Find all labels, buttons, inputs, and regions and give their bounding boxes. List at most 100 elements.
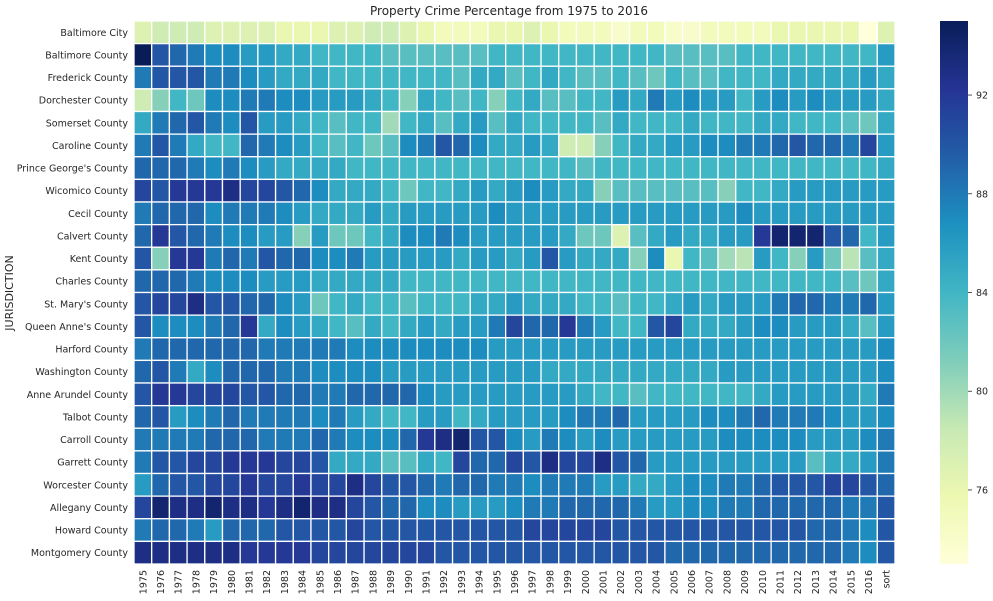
heatmap-cell-cecil-county-1998 bbox=[540, 201, 560, 226]
heatmap-cell-washington-county-1981 bbox=[239, 359, 259, 384]
heatmap-cell-st-mary-s-county-1975 bbox=[133, 291, 153, 316]
heatmap-cell-harford-county-1978 bbox=[186, 337, 206, 362]
heatmap-cell-dorchester-county-2013 bbox=[805, 88, 825, 113]
heatmap-cell-frederick-county-2000 bbox=[575, 65, 595, 90]
heatmap-cell-allegany-county-1991 bbox=[416, 495, 436, 520]
heatmap-cell-cecil-county-2009 bbox=[735, 201, 755, 226]
heatmap-cell-howard-county-1998 bbox=[540, 518, 560, 543]
heatmap-cell-wicomico-county-2009 bbox=[735, 178, 755, 203]
heatmap-cell-washington-county-2009 bbox=[735, 359, 755, 384]
heatmap-cell-charles-county-2007 bbox=[699, 269, 719, 294]
heatmap-cell-queen-anne-s-county-2007 bbox=[699, 314, 719, 339]
heatmap-cell-allegany-county-sort bbox=[876, 495, 896, 520]
heatmap-cell-kent-county-2007 bbox=[699, 246, 719, 271]
y-tick-label: Baltimore County bbox=[45, 50, 128, 61]
heatmap-cell-baltimore-county-2009 bbox=[735, 42, 755, 67]
heatmap-cell-harford-county-1991 bbox=[416, 337, 436, 362]
heatmap-cell-allegany-county-2003 bbox=[628, 495, 648, 520]
heatmap-cell-washington-county-1986 bbox=[328, 359, 348, 384]
heatmap-cell-prince-george-s-county-1989 bbox=[381, 156, 401, 181]
heatmap-cell-calvert-county-2010 bbox=[752, 223, 772, 248]
heatmap-cell-cecil-county-2002 bbox=[611, 201, 631, 226]
heatmap-cell-baltimore-county-1975 bbox=[133, 42, 153, 67]
heatmap-cell-dorchester-county-2004 bbox=[646, 88, 666, 113]
heatmap-cell-dorchester-county-2014 bbox=[823, 88, 843, 113]
heatmap-cell-washington-county-1992 bbox=[434, 359, 454, 384]
heatmap-cell-calvert-county-1987 bbox=[345, 223, 365, 248]
heatmap-cell-garrett-county-1987 bbox=[345, 450, 365, 475]
heatmap-cell-charles-county-1988 bbox=[363, 269, 383, 294]
heatmap-cell-anne-arundel-county-1990 bbox=[398, 382, 418, 407]
heatmap-cell-calvert-county-1990 bbox=[398, 223, 418, 248]
heatmap-cell-worcester-county-2008 bbox=[717, 472, 737, 497]
heatmap-cell-wicomico-county-1987 bbox=[345, 178, 365, 203]
heatmap-cell-carroll-county-1986 bbox=[328, 427, 348, 452]
heatmap-cell-anne-arundel-county-1981 bbox=[239, 382, 259, 407]
heatmap-cell-montgomery-county-2010 bbox=[752, 540, 772, 565]
heatmap-cell-talbot-county-1995 bbox=[487, 404, 507, 429]
heatmap-cell-cecil-county-2010 bbox=[752, 201, 772, 226]
heatmap-cell-washington-county-1994 bbox=[469, 359, 489, 384]
heatmap-cell-frederick-county-2013 bbox=[805, 65, 825, 90]
heatmap-cell-caroline-county-1998 bbox=[540, 133, 560, 158]
heatmap-cell-queen-anne-s-county-1975 bbox=[133, 314, 153, 339]
heatmap-cell-somerset-county-1990 bbox=[398, 110, 418, 135]
heatmap-cell-worcester-county-1993 bbox=[451, 472, 471, 497]
x-tick-label: 1990 bbox=[404, 570, 415, 594]
x-tick-label: 1998 bbox=[545, 570, 556, 594]
heatmap-cell-wicomico-county-1991 bbox=[416, 178, 436, 203]
heatmap-cell-kent-county-1985 bbox=[310, 246, 330, 271]
heatmap-cell-queen-anne-s-county-1991 bbox=[416, 314, 436, 339]
heatmap-cell-baltimore-city-2007 bbox=[699, 20, 719, 45]
heatmap-cell-harford-county-1993 bbox=[451, 337, 471, 362]
heatmap-cell-howard-county-2001 bbox=[593, 518, 613, 543]
heatmap-cell-kent-county-1992 bbox=[434, 246, 454, 271]
heatmap-cell-somerset-county-1992 bbox=[434, 110, 454, 135]
heatmap-cell-allegany-county-1983 bbox=[274, 495, 294, 520]
heatmap-cell-cecil-county-1982 bbox=[257, 201, 277, 226]
heatmap-cell-allegany-county-2006 bbox=[681, 495, 701, 520]
heatmap-cell-baltimore-city-1995 bbox=[487, 20, 507, 45]
y-tick-label: Talbot County bbox=[62, 412, 128, 423]
heatmap-cell-st-mary-s-county-1997 bbox=[522, 291, 542, 316]
heatmap-cell-howard-county-1993 bbox=[451, 518, 471, 543]
heatmap-cell-carroll-county-1999 bbox=[558, 427, 578, 452]
heatmap-cell-st-mary-s-county-2000 bbox=[575, 291, 595, 316]
heatmap-cell-charles-county-1993 bbox=[451, 269, 471, 294]
heatmap-cell-queen-anne-s-county-1980 bbox=[221, 314, 241, 339]
heatmap-cell-carroll-county-1991 bbox=[416, 427, 436, 452]
heatmap-cell-montgomery-county-2007 bbox=[699, 540, 719, 565]
heatmap-cell-charles-county-2000 bbox=[575, 269, 595, 294]
heatmap-cell-somerset-county-2002 bbox=[611, 110, 631, 135]
heatmap-cell-anne-arundel-county-1995 bbox=[487, 382, 507, 407]
heatmap-cell-washington-county-1990 bbox=[398, 359, 418, 384]
heatmap-cell-harford-county-1990 bbox=[398, 337, 418, 362]
heatmap-cell-calvert-county-1981 bbox=[239, 223, 259, 248]
heatmap-cell-dorchester-county-1985 bbox=[310, 88, 330, 113]
heatmap-cell-wicomico-county-1999 bbox=[558, 178, 578, 203]
heatmap-cell-wicomico-county-2015 bbox=[841, 178, 861, 203]
heatmap-cell-baltimore-city-1988 bbox=[363, 20, 383, 45]
heatmap-cell-washington-county-2007 bbox=[699, 359, 719, 384]
heatmap-cell-harford-county-1977 bbox=[168, 337, 188, 362]
heatmap-cell-frederick-county-2005 bbox=[664, 65, 684, 90]
heatmap-cell-worcester-county-1989 bbox=[381, 472, 401, 497]
heatmap-cell-calvert-county-1999 bbox=[558, 223, 578, 248]
heatmap-cell-howard-county-1982 bbox=[257, 518, 277, 543]
heatmap-cell-allegany-county-1978 bbox=[186, 495, 206, 520]
heatmap-cell-queen-anne-s-county-1994 bbox=[469, 314, 489, 339]
heatmap-cell-washington-county-1995 bbox=[487, 359, 507, 384]
heatmap-cell-caroline-county-2000 bbox=[575, 133, 595, 158]
heatmap-cell-howard-county-1980 bbox=[221, 518, 241, 543]
heatmap-cell-frederick-county-2003 bbox=[628, 65, 648, 90]
heatmap-cell-carroll-county-1992 bbox=[434, 427, 454, 452]
heatmap-cell-wicomico-county-1984 bbox=[292, 178, 312, 203]
heatmap-cell-st-mary-s-county-1986 bbox=[328, 291, 348, 316]
heatmap-cell-wicomico-county-2002 bbox=[611, 178, 631, 203]
heatmap-cell-calvert-county-1996 bbox=[504, 223, 524, 248]
heatmap-cell-calvert-county-1997 bbox=[522, 223, 542, 248]
heatmap-cell-prince-george-s-county-1985 bbox=[310, 156, 330, 181]
heatmap-cell-caroline-county-2008 bbox=[717, 133, 737, 158]
heatmap-cell-carroll-county-1979 bbox=[204, 427, 224, 452]
heatmap-cell-dorchester-county-2016 bbox=[858, 88, 878, 113]
